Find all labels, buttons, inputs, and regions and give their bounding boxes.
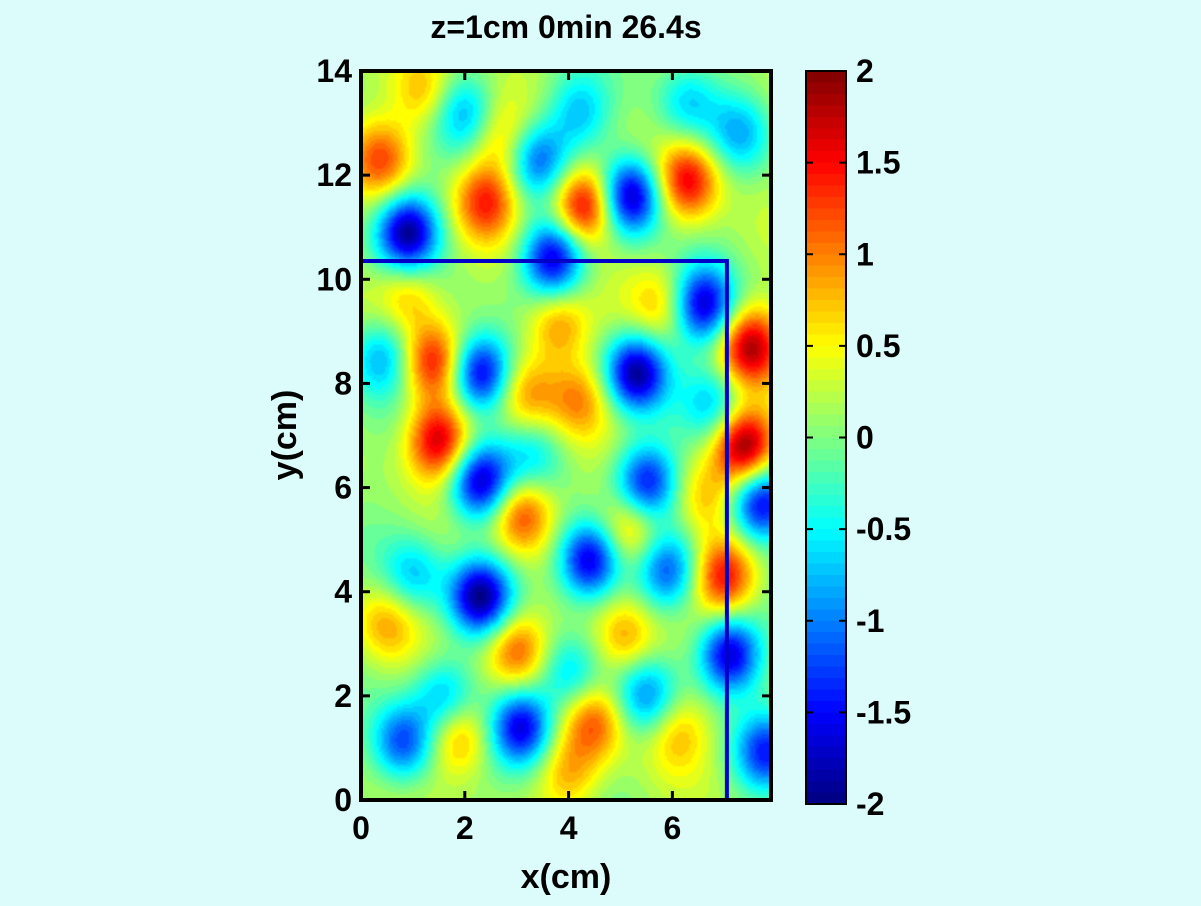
x-tick-label: 4 [560,810,578,846]
colorbar-tick-label: 0 [856,420,874,456]
colorbar-tick-label: 2 [856,53,874,89]
y-tick-label: 12 [316,157,352,193]
colorbar-tick-label: -1.5 [856,694,911,730]
x-axis-label: x(cm) [521,858,612,896]
y-axis-label: y(cm) [266,390,304,481]
colorbar-tick-label: -1 [856,603,884,639]
x-tick-label: 0 [352,810,370,846]
x-tick-label: 2 [456,810,474,846]
y-tick-label: 4 [334,574,352,610]
y-tick-label: 2 [334,678,352,714]
colorbar-tick-label: 1 [856,236,874,272]
y-tick-label: 8 [334,365,352,401]
colorbar-tick-label: -2 [856,786,884,822]
y-tick-label: 6 [334,470,352,506]
colorbar-ticks: 2 1.5 1 0.5 0 -0.5 -1 -1.5 -2 [806,53,911,822]
y-tick-label: 14 [316,53,352,89]
heatmap-field [361,71,771,800]
y-tick-label: 0 [334,782,352,818]
colorbar-tick-label: 1.5 [856,145,900,181]
region-boundary-line [361,259,729,800]
colorbar-frame [805,70,847,805]
x-axis: 0 2 4 6 [352,71,681,846]
chart-title: z=1cm 0min 26.4s [430,9,701,45]
heatmap-field-image [361,71,771,800]
x-tick-label: 6 [663,810,681,846]
colorbar-tick-label: 0.5 [856,328,900,364]
y-axis: 0 2 4 6 8 10 12 14 [316,53,771,818]
colorbar-tick-label: -0.5 [856,511,911,547]
colorbar: 2 1.5 1 0.5 0 -0.5 -1 -1.5 -2 [805,53,911,822]
plot-frame [359,69,773,802]
y-tick-label: 10 [316,261,352,297]
